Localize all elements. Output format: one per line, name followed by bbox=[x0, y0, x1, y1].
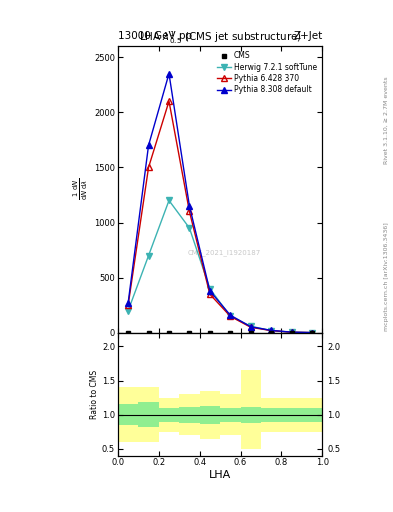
Pythia 6.428 370 bbox=[310, 330, 314, 336]
CMS bbox=[248, 330, 253, 336]
Pythia 6.428 370 bbox=[146, 164, 151, 170]
CMS bbox=[289, 330, 294, 336]
CMS bbox=[228, 330, 233, 336]
Pythia 8.308 default bbox=[208, 288, 212, 294]
Pythia 6.428 370 bbox=[289, 329, 294, 335]
Line: Herwig 7.2.1 softTune: Herwig 7.2.1 softTune bbox=[125, 198, 315, 335]
Pythia 6.428 370 bbox=[228, 313, 233, 319]
Pythia 6.428 370 bbox=[208, 291, 212, 297]
Herwig 7.2.1 softTune bbox=[228, 313, 233, 319]
Text: mcplots.cern.ch [arXiv:1306.3436]: mcplots.cern.ch [arXiv:1306.3436] bbox=[384, 223, 389, 331]
Text: CMS_2021_I1920187: CMS_2021_I1920187 bbox=[187, 249, 261, 256]
Legend: CMS, Herwig 7.2.1 softTune, Pythia 6.428 370, Pythia 8.308 default: CMS, Herwig 7.2.1 softTune, Pythia 6.428… bbox=[215, 50, 318, 96]
Y-axis label: $\frac{1}{\mathrm{d}N}\frac{\mathrm{d}N}{\mathrm{d}\lambda}$: $\frac{1}{\mathrm{d}N}\frac{\mathrm{d}N}… bbox=[72, 178, 90, 201]
X-axis label: LHA: LHA bbox=[209, 470, 231, 480]
CMS bbox=[187, 330, 192, 336]
Pythia 8.308 default bbox=[269, 327, 274, 333]
Pythia 8.308 default bbox=[310, 330, 314, 336]
Pythia 6.428 370 bbox=[167, 98, 171, 104]
Pythia 8.308 default bbox=[187, 203, 192, 209]
Line: Pythia 8.308 default: Pythia 8.308 default bbox=[125, 71, 315, 335]
CMS bbox=[310, 330, 314, 336]
CMS bbox=[269, 330, 274, 336]
CMS bbox=[146, 330, 151, 336]
Text: 13000 GeV pp: 13000 GeV pp bbox=[118, 31, 192, 41]
Pythia 8.308 default bbox=[167, 71, 171, 77]
Herwig 7.2.1 softTune bbox=[126, 308, 130, 314]
CMS bbox=[126, 330, 130, 336]
Herwig 7.2.1 softTune bbox=[248, 323, 253, 329]
Pythia 8.308 default bbox=[289, 329, 294, 335]
Pythia 8.308 default bbox=[248, 324, 253, 330]
Herwig 7.2.1 softTune bbox=[269, 328, 274, 334]
Herwig 7.2.1 softTune bbox=[167, 198, 171, 204]
CMS bbox=[167, 330, 171, 336]
Herwig 7.2.1 softTune bbox=[187, 225, 192, 231]
Herwig 7.2.1 softTune bbox=[208, 286, 212, 292]
Text: Rivet 3.1.10, ≥ 2.7M events: Rivet 3.1.10, ≥ 2.7M events bbox=[384, 76, 389, 164]
CMS bbox=[208, 330, 212, 336]
Y-axis label: Ratio to CMS: Ratio to CMS bbox=[90, 370, 99, 419]
Line: Pythia 6.428 370: Pythia 6.428 370 bbox=[125, 98, 315, 335]
Herwig 7.2.1 softTune bbox=[310, 330, 314, 336]
Pythia 8.308 default bbox=[126, 300, 130, 306]
Pythia 8.308 default bbox=[146, 142, 151, 148]
Herwig 7.2.1 softTune bbox=[146, 252, 151, 259]
Herwig 7.2.1 softTune bbox=[289, 329, 294, 335]
Pythia 8.308 default bbox=[228, 312, 233, 318]
Title: LHA $\lambda^{1}_{0.5}$ (CMS jet substructure): LHA $\lambda^{1}_{0.5}$ (CMS jet substru… bbox=[139, 29, 301, 46]
Pythia 6.428 370 bbox=[126, 302, 130, 308]
Pythia 6.428 370 bbox=[269, 328, 274, 334]
Line: CMS: CMS bbox=[126, 330, 314, 335]
Pythia 6.428 370 bbox=[187, 208, 192, 215]
Text: Z+Jet: Z+Jet bbox=[293, 31, 322, 41]
Pythia 6.428 370 bbox=[248, 324, 253, 330]
